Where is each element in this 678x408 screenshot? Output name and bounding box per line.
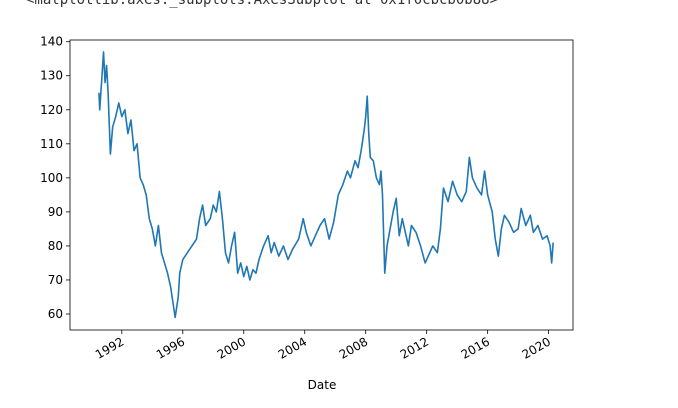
x-tick-label: 2016: [459, 334, 492, 361]
x-axis-label: Date: [308, 378, 337, 392]
y-tick-label: 90: [48, 205, 63, 219]
y-tick-label: 130: [40, 69, 63, 83]
data-line: [98, 51, 554, 319]
x-tick-label: 2008: [337, 334, 370, 361]
y-tick-label: 60: [48, 307, 63, 321]
x-tick-label: 2000: [215, 334, 248, 361]
y-tick-label: 100: [40, 171, 63, 185]
y-tick-label: 110: [40, 137, 63, 151]
y-tick-label: 140: [40, 35, 63, 49]
x-tick-label: 1992: [93, 334, 126, 361]
x-tick-label: 2004: [276, 334, 309, 361]
y-tick-label: 120: [40, 103, 63, 117]
x-tick-label: 2020: [520, 334, 553, 361]
y-tick-label: 80: [48, 239, 63, 253]
y-tick-label: 70: [48, 273, 63, 287]
plot-frame: [69, 39, 574, 331]
x-tick-label: 1996: [154, 334, 187, 361]
output-text: <matplotlib.axes._subplots.AxesSubplot a…: [26, 0, 498, 8]
x-tick-label: 2012: [398, 334, 431, 361]
